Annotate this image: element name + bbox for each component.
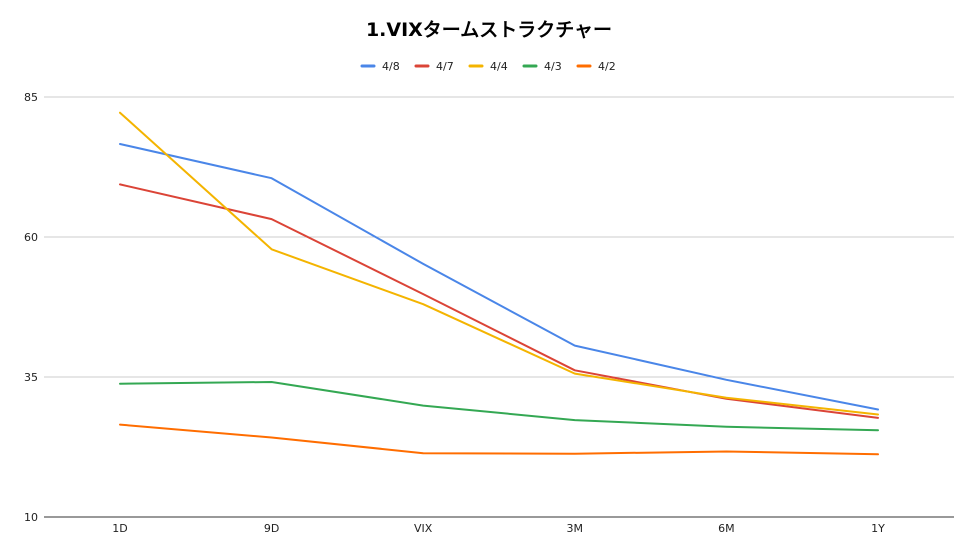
legend: 4/8 4/7 4/4 4/3 4/2 (360, 60, 616, 73)
x-axis: 1D 9D VIX 3M 6M 1Y (112, 522, 885, 535)
gridlines (44, 96, 954, 518)
x-tick-label: 1D (112, 522, 127, 535)
legend-label: 4/4 (490, 60, 508, 73)
series-line-4-3 (119, 381, 879, 432)
y-tick-label: 85 (24, 91, 38, 104)
x-tick-label: 9D (264, 522, 279, 535)
x-tick-label: 1Y (871, 522, 885, 535)
series-line-4-7 (119, 183, 879, 419)
y-axis: 10 35 60 85 (24, 91, 38, 524)
series-line-4-4 (119, 111, 879, 416)
chart-title: 1.VIXタームストラクチャー (366, 19, 612, 41)
legend-label: 4/7 (436, 60, 454, 73)
y-tick-label: 35 (24, 371, 38, 384)
series-line-4-8 (119, 143, 879, 411)
x-tick-label: 3M (567, 522, 584, 535)
legend-label: 4/2 (598, 60, 616, 73)
legend-label: 4/3 (544, 60, 562, 73)
series-lines (119, 111, 879, 456)
y-tick-label: 10 (24, 511, 38, 524)
x-tick-label: VIX (414, 522, 433, 535)
y-tick-label: 60 (24, 231, 38, 244)
legend-label: 4/8 (382, 60, 400, 73)
series-line-4-2 (119, 423, 879, 456)
x-tick-label: 6M (718, 522, 735, 535)
